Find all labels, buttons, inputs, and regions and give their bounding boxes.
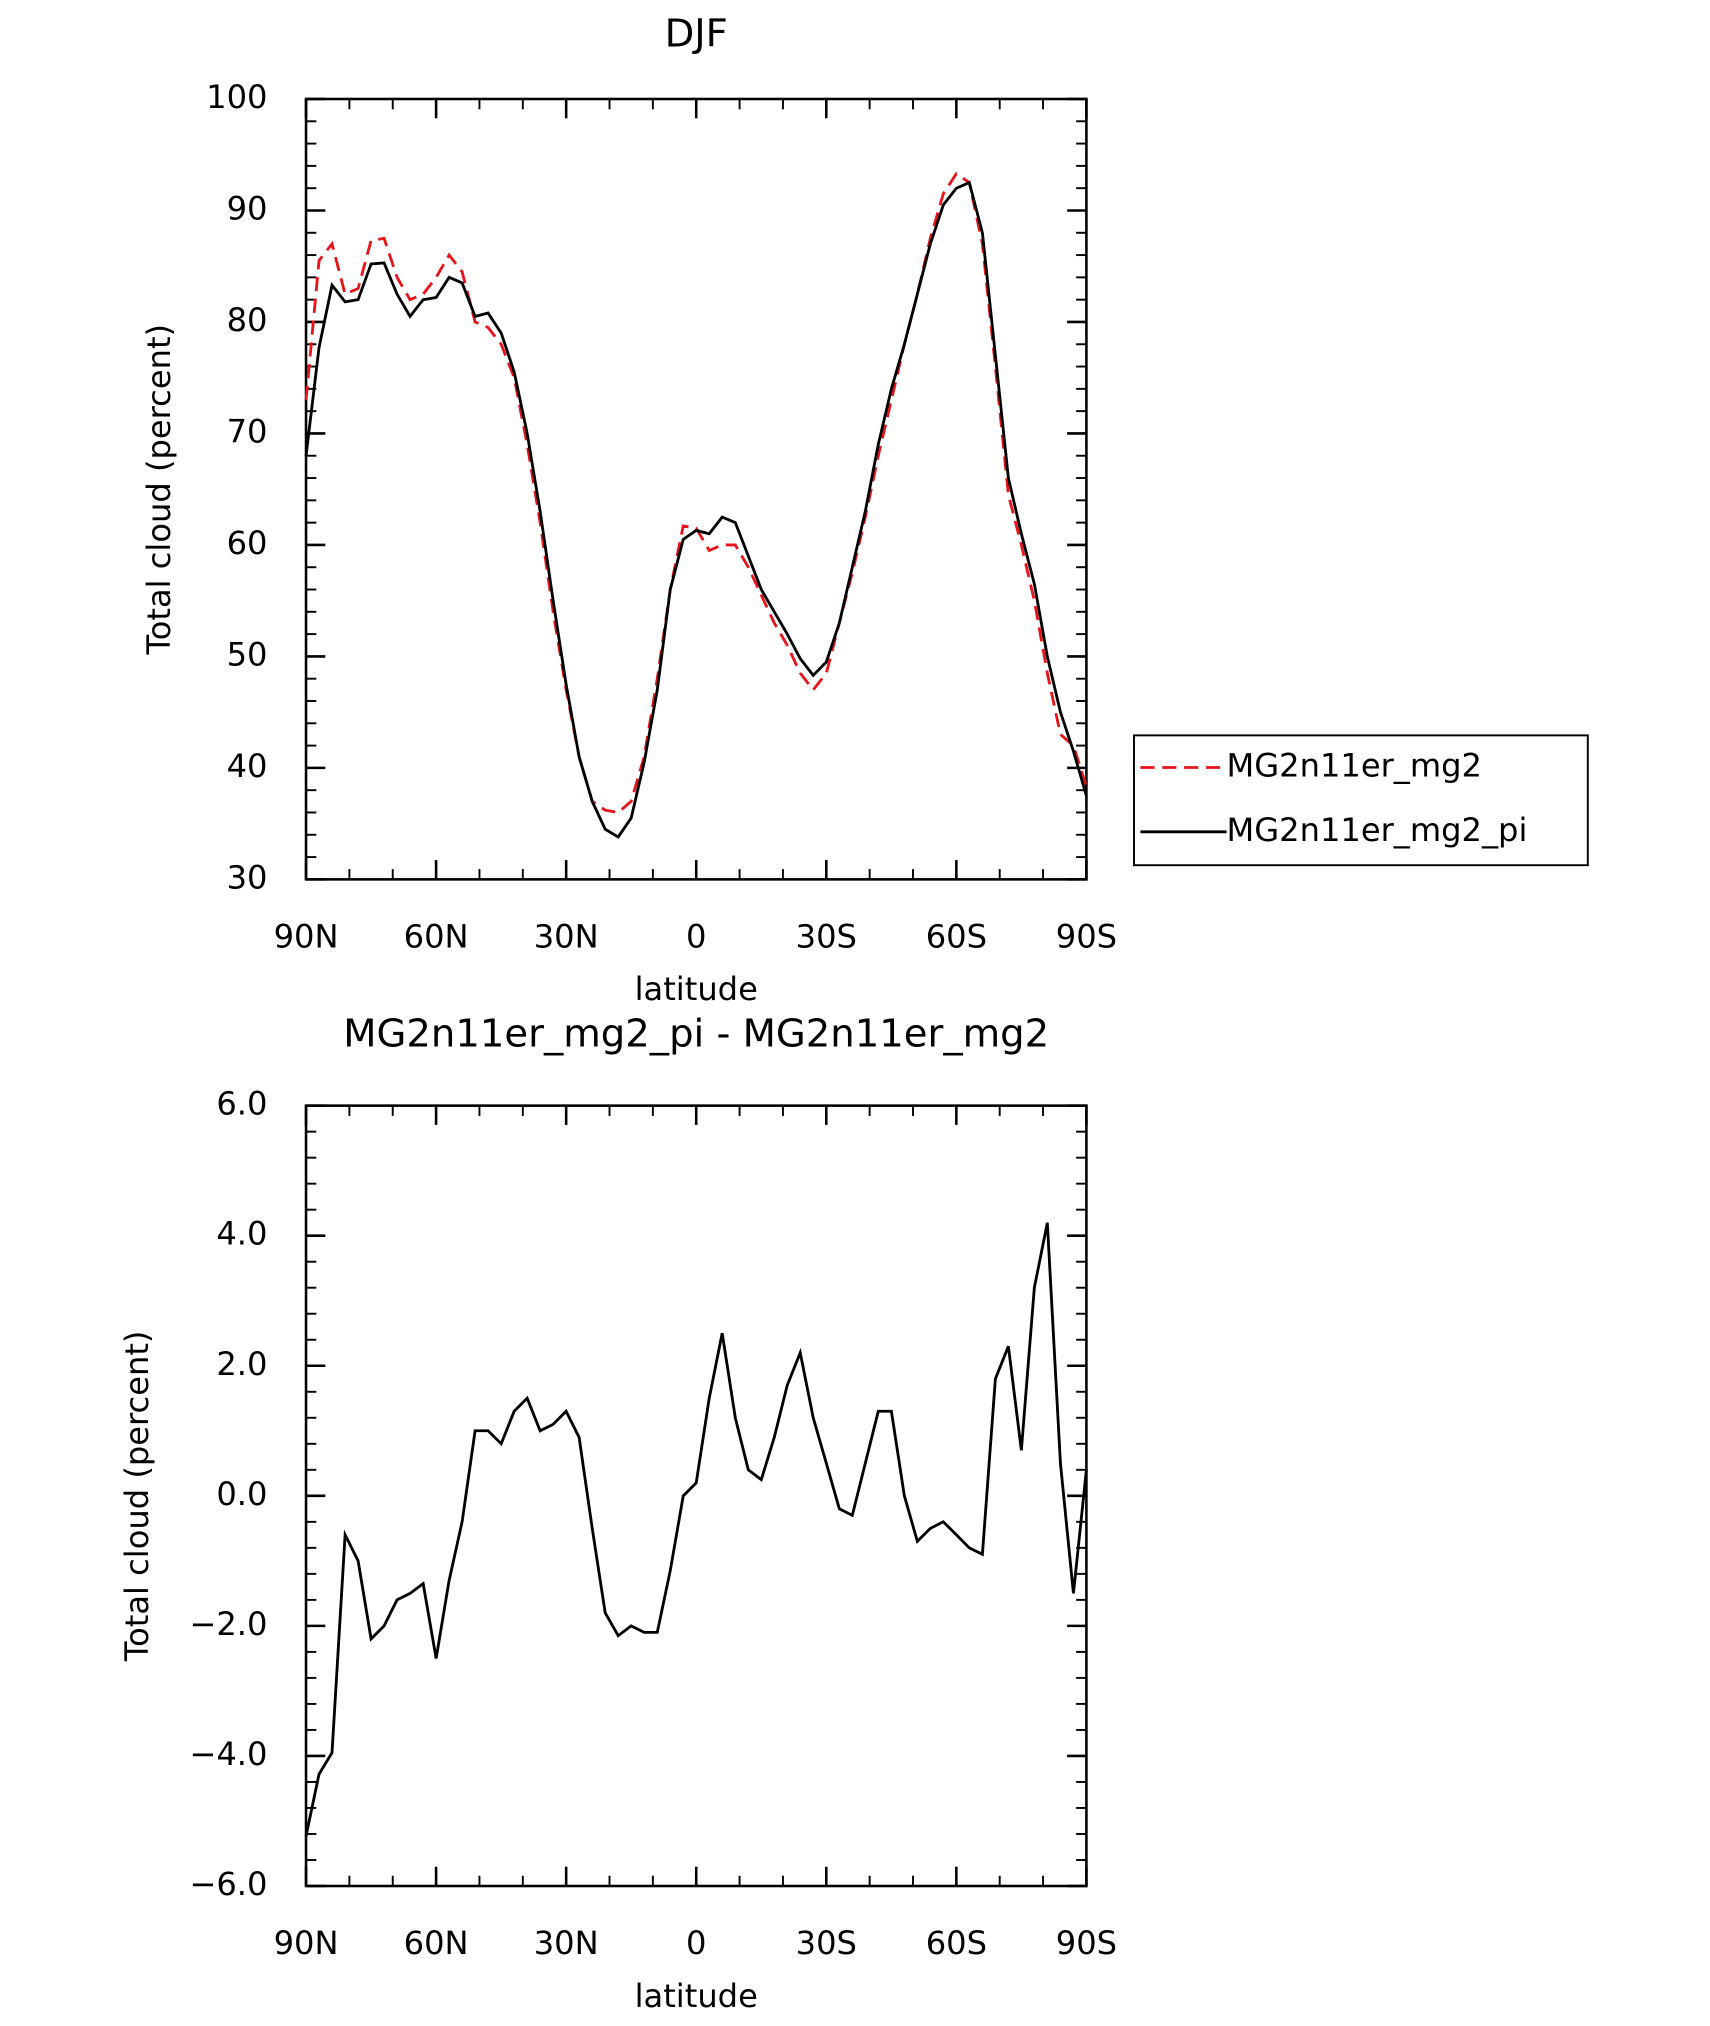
x-tick-label: 60S	[926, 918, 987, 956]
x-tick-label: 90N	[274, 1924, 339, 1962]
y-tick-label: 60	[227, 524, 268, 562]
x-tick-label: 0	[686, 1924, 706, 1962]
y-tick-label: 30	[227, 858, 268, 896]
y-tick-label: 70	[227, 412, 268, 450]
x-tick-label: 60N	[404, 1924, 469, 1962]
x-tick-label: 30N	[534, 1924, 599, 1962]
x-tick-label: 60N	[404, 918, 469, 956]
plot-frame	[304, 1104, 1088, 1888]
y-axis-label: Total cloud (percent)	[118, 1331, 156, 1663]
x-tick-label: 60S	[926, 1924, 987, 1962]
x-tick-label: 30S	[796, 918, 857, 956]
data-line	[304, 171, 1088, 815]
y-tick-label: −6.0	[189, 1865, 267, 1903]
x-axis-label: latitude	[635, 970, 758, 1008]
y-tick-label: 100	[206, 78, 267, 116]
legend-label: MG2n11er_mg2	[1227, 747, 1482, 785]
chart-title: MG2n11er_mg2_pi - MG2n11er_mg2	[343, 1012, 1049, 1057]
y-tick-label: −2.0	[189, 1605, 267, 1643]
plot-frame	[304, 97, 1088, 881]
x-tick-label: 90S	[1056, 918, 1117, 956]
legend-box	[1133, 734, 1589, 867]
x-tick-label: 90N	[274, 918, 339, 956]
y-tick-label: 4.0	[216, 1215, 267, 1253]
x-tick-label: 30S	[796, 1924, 857, 1962]
data-line	[304, 180, 1088, 839]
y-tick-label: 40	[227, 747, 268, 785]
y-tick-label: 2.0	[216, 1345, 267, 1383]
y-axis-label: Total cloud (percent)	[140, 324, 178, 656]
y-tick-label: −4.0	[189, 1735, 267, 1773]
y-tick-label: 80	[227, 301, 268, 339]
chart-title: DJF	[665, 11, 728, 56]
x-axis-label: latitude	[635, 1977, 758, 2015]
x-tick-label: 30N	[534, 918, 599, 956]
y-tick-label: 6.0	[216, 1085, 267, 1123]
y-tick-label: 50	[227, 635, 268, 673]
legend-label: MG2n11er_mg2_pi	[1227, 811, 1528, 849]
x-tick-label: 0	[686, 918, 706, 956]
data-line	[304, 1222, 1088, 1837]
x-tick-label: 90S	[1056, 1924, 1117, 1962]
y-tick-label: 90	[227, 189, 268, 227]
y-tick-label: 0.0	[216, 1475, 267, 1513]
